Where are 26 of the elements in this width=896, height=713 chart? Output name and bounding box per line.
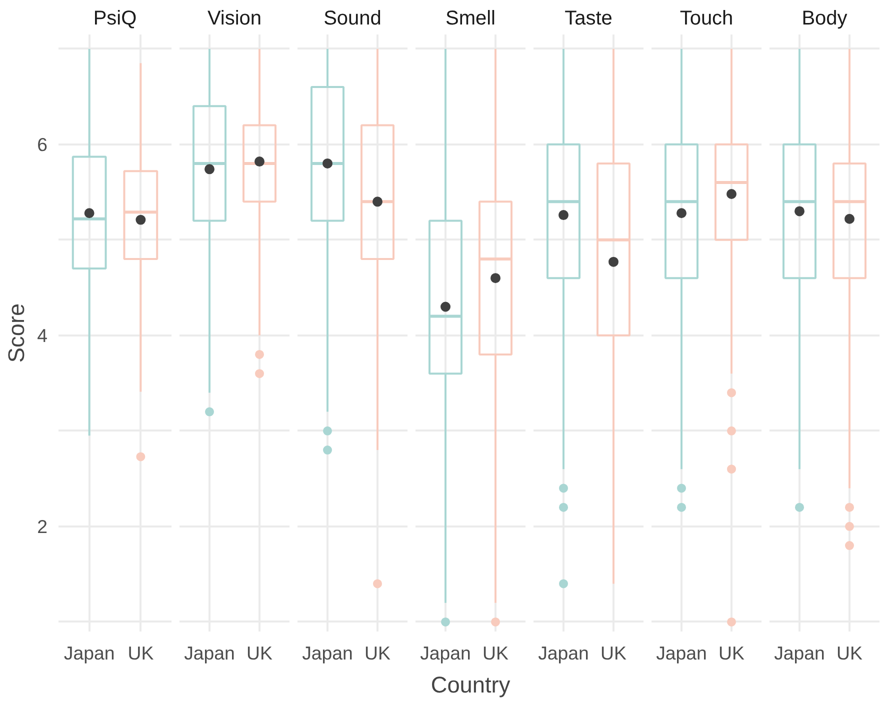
chart-title: Body bbox=[802, 8, 848, 30]
chart-title: Sound bbox=[324, 8, 382, 30]
x-tick-label: UK bbox=[600, 642, 628, 664]
y-tick-label: 4 bbox=[37, 324, 48, 346]
chart-title: Vision bbox=[207, 8, 262, 30]
x-tick-label: UK bbox=[246, 642, 274, 664]
y-axis-title: Score bbox=[3, 303, 30, 363]
x-tick-label: Japan bbox=[656, 642, 707, 664]
x-tick-label: Japan bbox=[538, 642, 589, 664]
y-tick-label: 2 bbox=[37, 516, 48, 537]
x-tick-label: UK bbox=[128, 642, 154, 664]
chart-title: Smell bbox=[445, 8, 496, 30]
x-tick-label: UK bbox=[836, 642, 864, 664]
chart-title: Taste bbox=[564, 8, 612, 30]
y-tick-label: 6 bbox=[37, 134, 48, 155]
x-tick-label: UK bbox=[482, 642, 510, 664]
x-tick-label: Japan bbox=[774, 642, 825, 664]
chart-title: PsiQ bbox=[93, 8, 137, 30]
x-tick-label: Japan bbox=[302, 642, 353, 664]
x-tick-label: Japan bbox=[420, 642, 471, 664]
x-tick-label: Japan bbox=[184, 642, 235, 664]
x-tick-label: UK bbox=[364, 642, 392, 664]
chart-title: Touch bbox=[680, 8, 734, 30]
x-tick-label: UK bbox=[718, 642, 746, 664]
x-tick-label: Japan bbox=[64, 642, 115, 664]
x-axis-title: Country bbox=[430, 672, 511, 698]
